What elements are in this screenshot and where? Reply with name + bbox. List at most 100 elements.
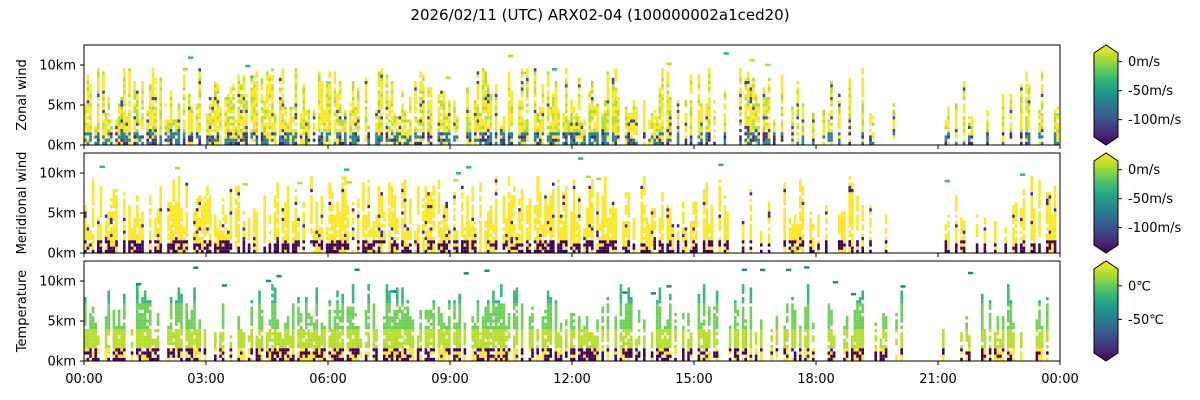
heatmap-cell bbox=[528, 208, 532, 212]
heatmap-cell bbox=[372, 224, 376, 228]
heatmap-cell bbox=[697, 125, 701, 129]
heatmap-cell bbox=[461, 208, 464, 212]
heatmap-cell bbox=[1009, 109, 1013, 113]
heatmap-cell bbox=[333, 109, 337, 113]
heatmap-cell bbox=[344, 217, 347, 221]
heatmap-cell bbox=[180, 246, 183, 250]
heatmap-cell bbox=[242, 87, 246, 91]
heatmap-cell bbox=[227, 125, 230, 129]
heatmap-cell bbox=[190, 141, 194, 145]
heatmap-cell bbox=[606, 77, 610, 81]
heatmap-cell bbox=[331, 195, 334, 199]
heatmap-cell bbox=[487, 90, 490, 94]
heatmap-cell bbox=[947, 141, 950, 145]
heatmap-cell bbox=[123, 87, 126, 91]
heatmap-cell bbox=[169, 224, 173, 228]
heatmap-cell bbox=[479, 195, 482, 199]
heatmap-cell bbox=[237, 113, 240, 117]
heatmap-cell bbox=[273, 113, 277, 117]
heatmap-cell bbox=[364, 217, 368, 221]
heatmap-cell bbox=[796, 90, 799, 94]
heatmap-cell bbox=[91, 192, 95, 196]
heatmap-cell bbox=[403, 182, 407, 186]
heatmap-cell bbox=[229, 230, 233, 234]
heatmap-cell bbox=[520, 129, 524, 133]
heatmap-cell bbox=[479, 129, 482, 133]
heatmap-cell bbox=[175, 125, 178, 129]
heatmap-cell bbox=[861, 84, 864, 88]
heatmap-cell bbox=[562, 141, 565, 145]
heatmap-cell bbox=[523, 132, 526, 136]
heatmap-cell bbox=[1027, 135, 1031, 139]
heatmap-cell bbox=[305, 129, 308, 133]
heatmap-cell bbox=[357, 97, 360, 101]
heatmap-cell bbox=[830, 109, 833, 113]
heatmap-cell bbox=[445, 211, 448, 215]
heatmap-cell bbox=[429, 233, 433, 237]
heatmap-cell bbox=[276, 185, 279, 189]
heatmap-cell bbox=[565, 141, 568, 145]
heatmap-cell bbox=[224, 103, 227, 107]
heatmap-cell bbox=[830, 93, 833, 97]
heatmap-cell bbox=[273, 122, 277, 126]
heatmap-cell bbox=[606, 103, 610, 107]
heatmap-cell bbox=[1027, 125, 1031, 129]
heatmap-cell bbox=[557, 129, 560, 133]
heatmap-cell bbox=[962, 103, 966, 107]
heatmap-cell bbox=[422, 227, 425, 231]
heatmap-cell bbox=[466, 100, 469, 104]
heatmap-cell bbox=[177, 224, 181, 228]
heatmap-cell bbox=[565, 100, 568, 104]
heatmap-cell bbox=[341, 237, 344, 241]
heatmap-cell bbox=[279, 81, 282, 85]
heatmap-cell bbox=[1040, 103, 1044, 107]
heatmap-cell bbox=[666, 62, 672, 66]
heatmap-cell bbox=[578, 122, 581, 126]
heatmap-cell bbox=[419, 103, 422, 107]
heatmap-cell bbox=[164, 119, 168, 123]
heatmap-cell bbox=[281, 97, 285, 101]
heatmap-cell bbox=[409, 237, 412, 241]
heatmap-cell bbox=[198, 198, 201, 202]
heatmap-cell bbox=[822, 122, 825, 126]
heatmap-cell bbox=[159, 205, 162, 209]
heatmap-cell bbox=[133, 237, 136, 241]
heatmap-cell bbox=[102, 90, 105, 94]
heatmap-cell bbox=[169, 230, 173, 234]
heatmap-cell bbox=[494, 182, 498, 186]
heatmap-cell bbox=[268, 135, 272, 139]
heatmap-cell bbox=[380, 246, 383, 250]
heatmap-cell bbox=[705, 119, 708, 123]
heatmap-cell bbox=[338, 237, 342, 241]
heatmap-cell bbox=[406, 135, 409, 139]
heatmap-cell bbox=[479, 221, 482, 225]
heatmap-cell bbox=[484, 106, 487, 110]
heatmap-cell bbox=[156, 230, 160, 234]
heatmap-cell bbox=[552, 122, 555, 126]
heatmap-cell bbox=[440, 106, 443, 110]
heatmap-cell bbox=[398, 138, 402, 142]
heatmap-cell bbox=[154, 230, 157, 234]
heatmap-cell bbox=[276, 182, 279, 186]
heatmap-cell bbox=[536, 132, 539, 136]
heatmap-cell bbox=[484, 74, 487, 78]
heatmap-cell bbox=[294, 135, 298, 139]
heatmap-cell bbox=[484, 122, 487, 126]
heatmap-cell bbox=[739, 68, 742, 72]
heatmap-cell bbox=[325, 103, 329, 107]
heatmap-cell bbox=[224, 217, 227, 221]
heatmap-cell bbox=[442, 211, 446, 215]
heatmap-cell bbox=[268, 138, 272, 142]
heatmap-cell bbox=[240, 84, 243, 88]
heatmap-cell bbox=[245, 106, 248, 110]
heatmap-cell bbox=[331, 208, 334, 212]
heatmap-cell bbox=[962, 116, 966, 120]
heatmap-cell bbox=[513, 243, 516, 247]
heatmap-cell bbox=[224, 214, 227, 218]
heatmap-cell bbox=[224, 227, 227, 231]
heatmap-cell bbox=[754, 106, 758, 110]
heatmap-cell bbox=[240, 116, 243, 120]
heatmap-cell bbox=[869, 116, 872, 120]
heatmap-cell bbox=[445, 227, 448, 231]
heatmap-cell bbox=[128, 132, 131, 136]
